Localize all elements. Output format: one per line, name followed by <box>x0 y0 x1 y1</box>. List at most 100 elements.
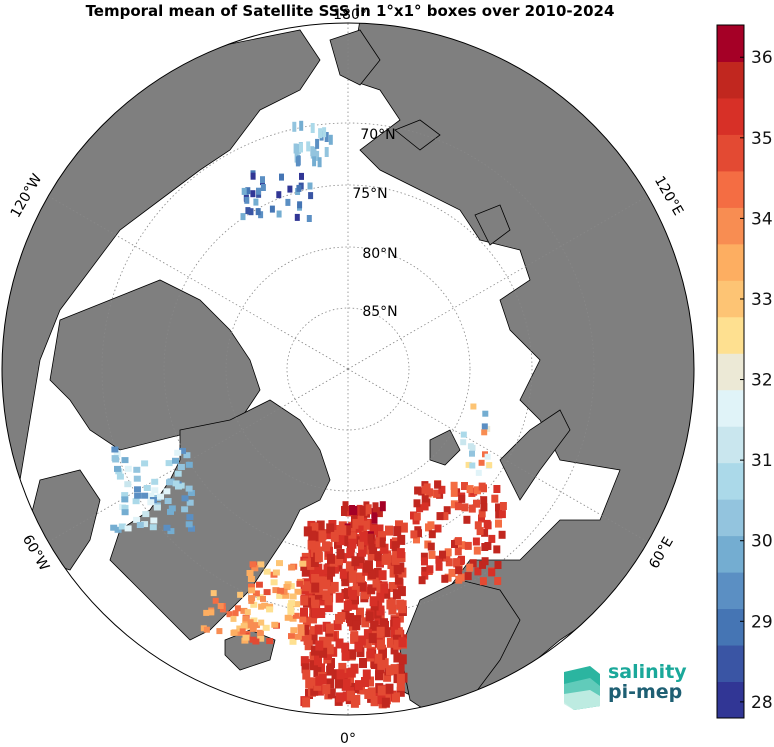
sss-box <box>147 499 155 506</box>
sss-box <box>373 568 382 578</box>
sss-box <box>299 142 303 153</box>
sss-box <box>468 504 476 513</box>
sss-box <box>450 488 458 497</box>
sss-box <box>434 524 442 533</box>
sss-box <box>335 592 344 603</box>
sss-box <box>232 610 239 617</box>
sss-box <box>466 563 474 572</box>
sss-box <box>261 602 269 609</box>
sss-box <box>294 588 302 595</box>
sss-box <box>376 507 383 518</box>
sss-box <box>237 591 244 598</box>
sss-box <box>276 191 282 199</box>
sss-box <box>299 172 304 180</box>
sss-box <box>413 499 421 508</box>
sss-box <box>358 515 364 526</box>
sss-box <box>453 558 461 567</box>
sss-box <box>253 198 259 206</box>
sss-box <box>257 635 265 642</box>
sss-box <box>361 677 369 687</box>
sss-box <box>270 579 278 586</box>
sss-box <box>350 631 359 642</box>
sss-box <box>282 592 290 599</box>
sss-box <box>363 530 370 541</box>
sss-box <box>499 502 507 510</box>
colorbar-tick-label: 31 <box>751 451 773 471</box>
sss-box <box>300 595 309 606</box>
sss-box <box>378 531 386 542</box>
colorbar-segment <box>717 170 744 208</box>
sss-box <box>245 207 251 215</box>
sss-box <box>309 626 318 637</box>
sss-box <box>390 627 399 638</box>
sss-box <box>355 510 361 521</box>
sss-box <box>359 658 367 668</box>
sss-box <box>356 647 365 658</box>
sss-box <box>331 669 340 680</box>
sss-box <box>322 127 327 138</box>
colorbar-segment <box>717 207 744 245</box>
sss-box <box>255 581 263 588</box>
sss-box <box>132 498 140 505</box>
sss-box <box>245 187 251 195</box>
sss-box <box>340 525 347 536</box>
sss-box <box>133 475 141 482</box>
sss-box <box>208 609 215 616</box>
sss-box <box>494 577 502 585</box>
sss-box <box>141 521 149 528</box>
map-boundary <box>1 22 695 716</box>
colorbar-segment <box>717 572 744 610</box>
sss-box <box>276 560 283 567</box>
sss-box <box>151 487 159 494</box>
sss-box <box>324 147 329 157</box>
sss-box <box>240 213 246 221</box>
sss-box <box>421 557 428 566</box>
sss-box <box>185 521 193 528</box>
sss-box <box>425 523 432 532</box>
sss-box <box>391 541 400 552</box>
sss-box <box>346 690 355 701</box>
sss-box <box>397 534 406 545</box>
land-nsi <box>394 119 441 151</box>
sss-box <box>444 548 452 557</box>
sss-box <box>372 577 381 588</box>
sss-box <box>302 581 310 592</box>
parallel-70 <box>101 122 595 616</box>
land-chukotka <box>329 29 381 86</box>
sss-boxes <box>110 120 507 709</box>
sss-box <box>467 443 474 450</box>
sss-box <box>381 697 390 708</box>
sss-box <box>164 498 172 504</box>
sss-box <box>371 508 378 519</box>
sss-box <box>367 533 374 544</box>
sss-box <box>357 520 364 531</box>
sss-box <box>186 514 194 521</box>
sss-box <box>248 587 256 594</box>
sss-box <box>478 509 486 518</box>
colorbar-ticks: 28 29 30 31 32 33 34 35 36 <box>740 48 773 713</box>
sss-box <box>302 697 311 708</box>
colorbar-tick-label: 28 <box>751 693 773 713</box>
sss-box <box>383 552 392 563</box>
sss-box <box>303 526 312 537</box>
sss-box <box>285 198 291 206</box>
sss-box <box>142 511 150 518</box>
sss-box <box>378 570 387 581</box>
sss-box <box>248 583 255 590</box>
land-novaya-zemlya <box>499 409 571 501</box>
colorbar-segment <box>717 389 744 427</box>
sss-box <box>428 530 436 539</box>
sss-box <box>375 670 383 681</box>
sss-box <box>116 473 124 480</box>
sss-box <box>330 531 339 542</box>
sss-box <box>312 541 321 552</box>
sss-box <box>317 157 322 168</box>
sss-box <box>391 554 400 565</box>
sss-box <box>311 582 320 593</box>
sss-box <box>392 589 401 600</box>
sss-box <box>258 619 265 626</box>
sss-box <box>469 450 475 457</box>
sss-box <box>288 600 296 607</box>
sss-box <box>325 546 333 557</box>
sss-box <box>396 548 405 559</box>
